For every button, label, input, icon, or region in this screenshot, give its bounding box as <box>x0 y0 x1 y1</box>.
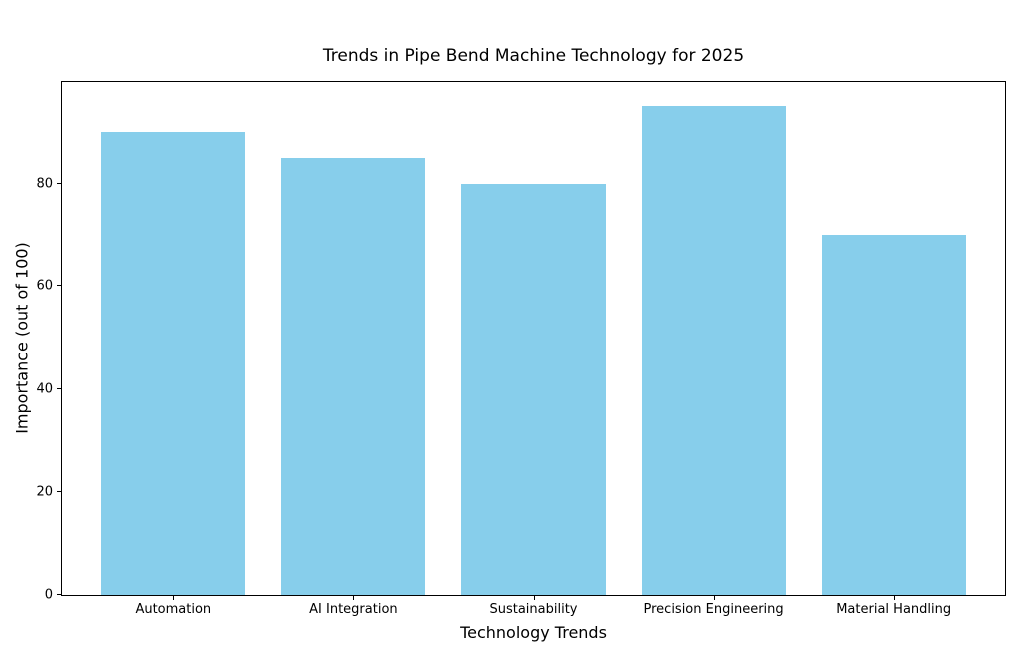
y-tick-mark <box>57 594 62 595</box>
bar-precision-engineering <box>641 106 786 595</box>
bar-sustainability <box>461 183 606 595</box>
y-tick-label: 80 <box>36 176 53 192</box>
x-tick-label: Sustainability <box>489 602 578 617</box>
x-tick-label: Material Handling <box>836 602 952 617</box>
x-tick-mark <box>894 595 896 600</box>
x-tick-mark <box>172 595 174 600</box>
bar-automation <box>100 132 246 595</box>
y-tick-mark <box>57 388 62 390</box>
y-tick-mark <box>57 491 62 493</box>
x-axis-label: Technology Trends <box>460 623 607 642</box>
bar-slot <box>263 82 443 595</box>
x-tick-label: AI Integration <box>309 602 398 617</box>
x-tick-mark <box>533 595 535 600</box>
x-tick-mark <box>713 595 715 600</box>
y-tick-label: 60 <box>36 278 53 294</box>
plot-area: 0 20 40 60 80 <box>36 81 1006 603</box>
bar-material-handling <box>822 235 967 595</box>
bar-slot <box>443 82 623 595</box>
x-tick-label: Automation <box>135 602 212 617</box>
bar-slot <box>624 82 804 595</box>
y-tick-mark <box>57 182 62 184</box>
bar-slot <box>83 82 263 595</box>
y-tick-label: 0 <box>44 587 53 603</box>
bars-row <box>62 82 1005 595</box>
chart-title: Trends in Pipe Bend Machine Technology f… <box>322 46 745 66</box>
bar-ai-integration <box>281 157 426 595</box>
y-tick-label: 40 <box>36 381 53 397</box>
x-tick-mark <box>353 595 355 600</box>
y-tick-mark <box>57 285 62 287</box>
x-tick-labels: Automation AI Integration Sustainability Pr… <box>61 602 1006 617</box>
bar-slot <box>804 82 984 595</box>
y-tick-label: 20 <box>36 484 53 500</box>
x-tick-label: Precision Engineering <box>643 602 784 617</box>
y-axis-label: Importance (out of 100) <box>12 242 32 434</box>
